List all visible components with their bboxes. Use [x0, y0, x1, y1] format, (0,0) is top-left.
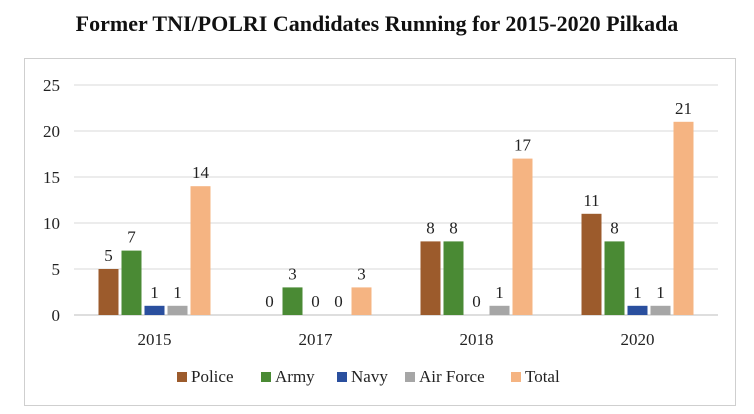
x-tick-label: 2020 [621, 330, 655, 349]
x-tick-label: 2017 [299, 330, 334, 349]
chart-frame [24, 58, 736, 406]
legend-swatch [511, 372, 521, 382]
bars [98, 121, 694, 315]
bar [489, 305, 510, 315]
legend-swatch [261, 372, 271, 382]
data-label: 0 [311, 292, 320, 311]
legend-swatch [177, 372, 187, 382]
bar [581, 213, 602, 315]
bar [673, 121, 694, 315]
y-tick-label: 20 [43, 122, 60, 141]
data-label: 0 [265, 292, 274, 311]
bar [420, 241, 441, 315]
x-tick-label: 2018 [460, 330, 494, 349]
bar [190, 186, 211, 315]
bar [627, 305, 648, 315]
gridlines [74, 84, 718, 316]
data-label: 14 [192, 163, 210, 182]
bar [443, 241, 464, 315]
bar [98, 269, 119, 315]
y-axis-ticks: 0 5 10 15 20 25 [43, 76, 60, 325]
bar [604, 241, 625, 315]
data-label: 1 [150, 283, 159, 302]
legend-label: Total [525, 367, 560, 386]
bar [512, 158, 533, 315]
y-tick-label: 0 [52, 306, 61, 325]
x-axis-ticks: 2015 2017 2018 2020 [138, 330, 655, 349]
data-label: 3 [357, 264, 366, 283]
bar [650, 305, 671, 315]
y-tick-label: 15 [43, 168, 60, 187]
data-label: 21 [675, 99, 692, 118]
y-tick-label: 10 [43, 214, 60, 233]
chart-title: Former TNI/POLRI Candidates Running for … [75, 11, 679, 36]
x-tick-label: 2015 [138, 330, 172, 349]
legend-label: Air Force [419, 367, 485, 386]
legend-label: Police [191, 367, 234, 386]
bar [121, 250, 142, 315]
data-label: 0 [472, 292, 481, 311]
y-tick-label: 5 [52, 260, 61, 279]
data-label: 1 [656, 283, 665, 302]
data-label: 8 [426, 218, 435, 237]
data-label: 8 [610, 218, 619, 237]
data-label: 1 [173, 283, 182, 302]
legend-label: Army [275, 367, 315, 386]
bar [282, 287, 303, 315]
data-label: 8 [449, 218, 458, 237]
data-label: 7 [127, 228, 136, 247]
legend-swatch [337, 372, 347, 382]
data-label: 0 [334, 292, 343, 311]
data-label: 5 [104, 246, 113, 265]
data-label: 1 [633, 283, 642, 302]
data-label: 1 [495, 283, 504, 302]
legend-label: Navy [351, 367, 388, 386]
bar [144, 305, 165, 315]
y-tick-label: 25 [43, 76, 60, 95]
legend-swatch [405, 372, 415, 382]
bar [351, 287, 372, 315]
data-label: 11 [583, 191, 599, 210]
data-label: 17 [514, 136, 532, 155]
bar [167, 305, 188, 315]
legend: Police Army Navy Air Force Total [177, 367, 560, 386]
data-label: 3 [288, 264, 297, 283]
